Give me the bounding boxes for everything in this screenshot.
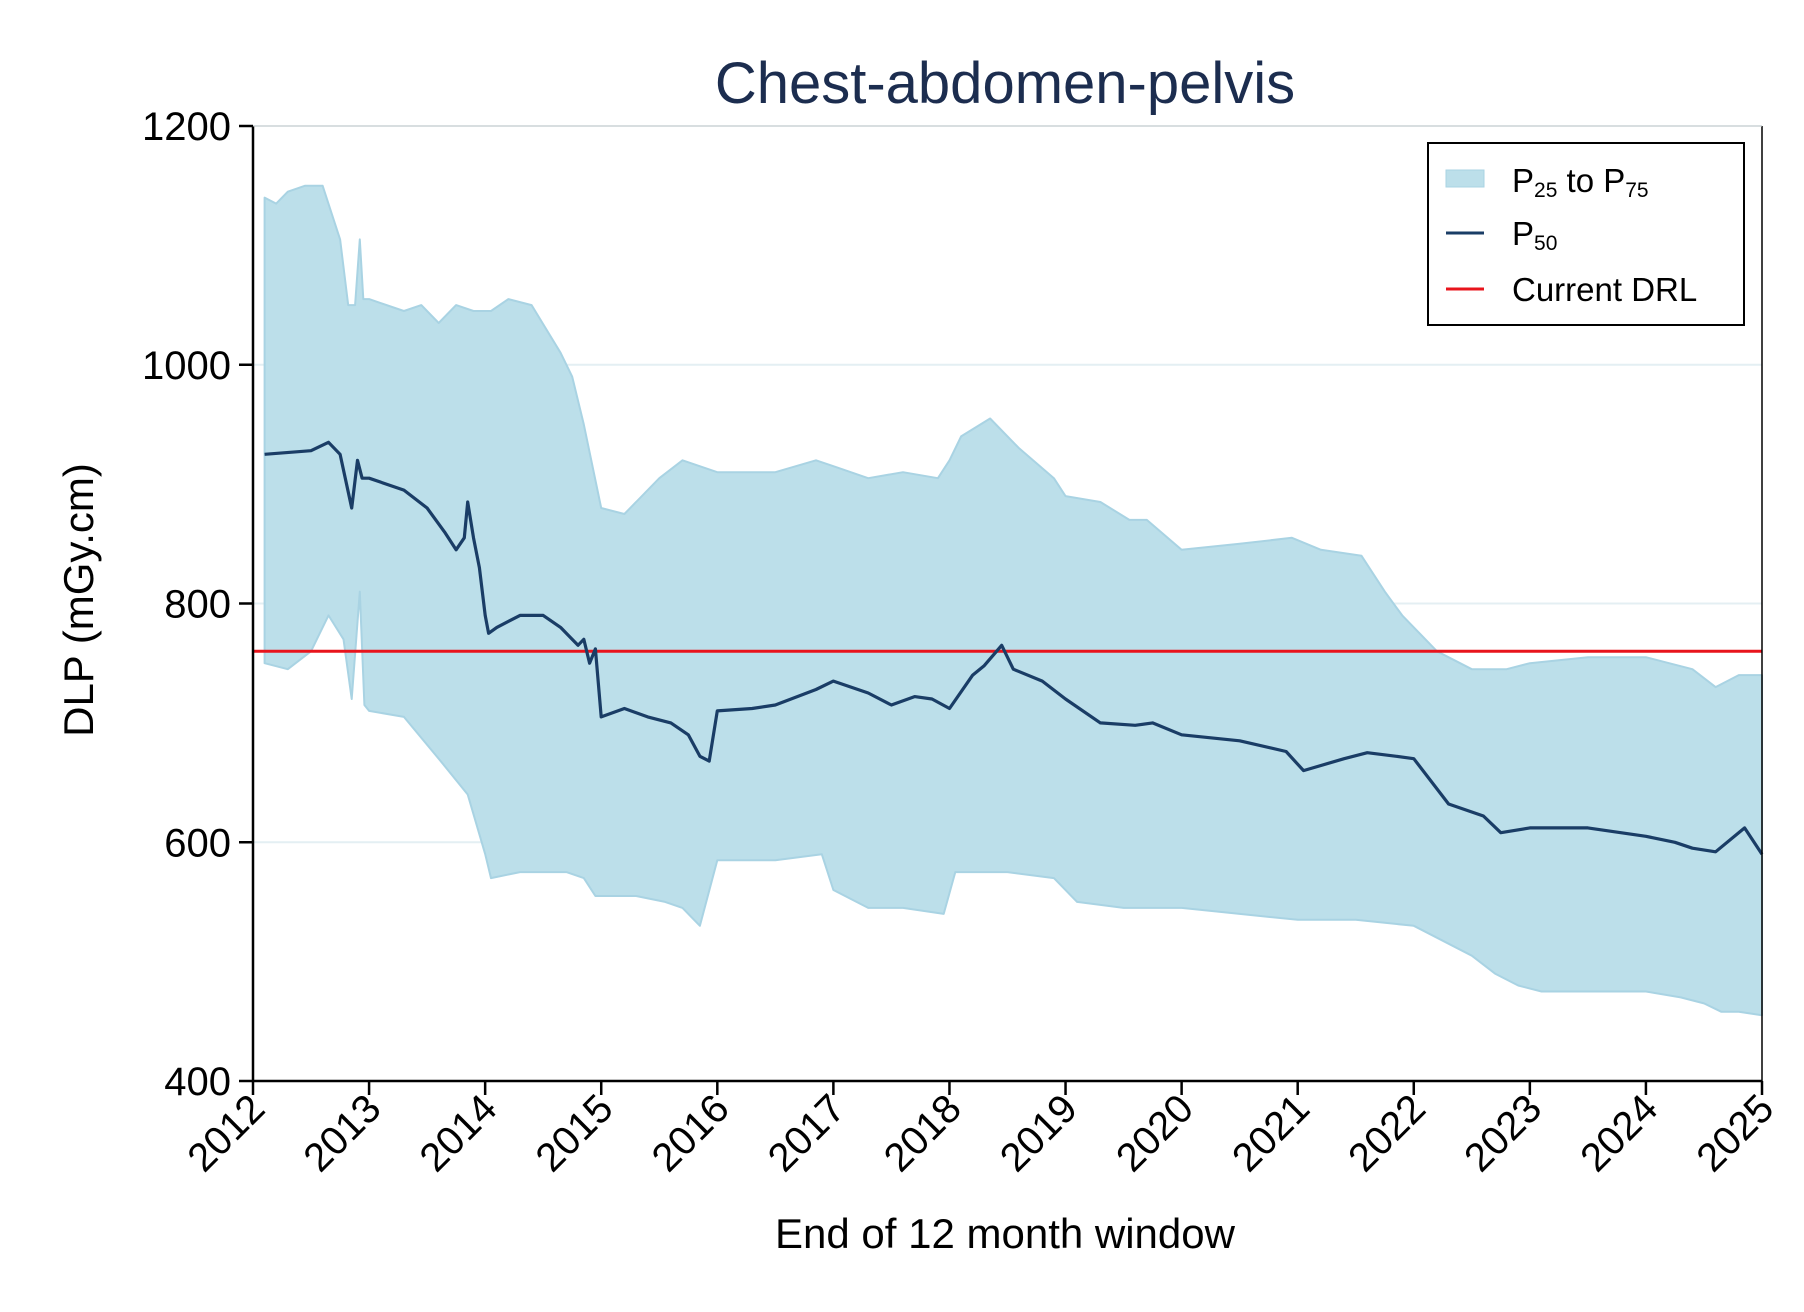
legend-label-band: P25 to P75 [1512,162,1649,202]
chart-title: Chest-abdomen-pelvis [715,51,1295,116]
median-line [264,440,1764,856]
x-tick-label-2014: 2014 [411,1086,505,1180]
band-p25-p75 [263,184,1763,1017]
legend-label-median: P50 [1512,215,1557,255]
x-tick-label-2019: 2019 [992,1086,1086,1180]
x-tick-label-2024: 2024 [1572,1086,1666,1180]
plot-area [253,184,1764,1017]
x-axis-title: End of 12 month window [775,1210,1236,1257]
x-tick-label-2022: 2022 [1340,1086,1434,1180]
x-tick-label-2020: 2020 [1108,1086,1202,1180]
x-tick-label-2016: 2016 [644,1086,738,1180]
legend-swatch-band [1445,169,1485,188]
legend: P25 to P75 P50 Current DRL [1427,142,1745,326]
x-tick-label-2018: 2018 [876,1086,970,1180]
x-tick-label-2021: 2021 [1224,1086,1318,1180]
x-tick-label-2013: 2013 [295,1086,389,1180]
y-tick-label-800: 800 [164,583,231,627]
x-tick-label-2025: 2025 [1688,1086,1782,1180]
x-tick-label-2023: 2023 [1456,1086,1550,1180]
y-axis-title: DLP (mGy.cm) [55,463,102,737]
y-tick-label-600: 600 [164,821,231,865]
y-tick-label-400: 400 [164,1060,231,1104]
y-tick-label-1200: 1200 [142,105,231,149]
x-tick-label-2017: 2017 [760,1086,854,1180]
y-tick-label-1000: 1000 [142,344,231,388]
x-tick-label-2015: 2015 [528,1086,622,1180]
legend-label-drl: Current DRL [1512,271,1697,308]
